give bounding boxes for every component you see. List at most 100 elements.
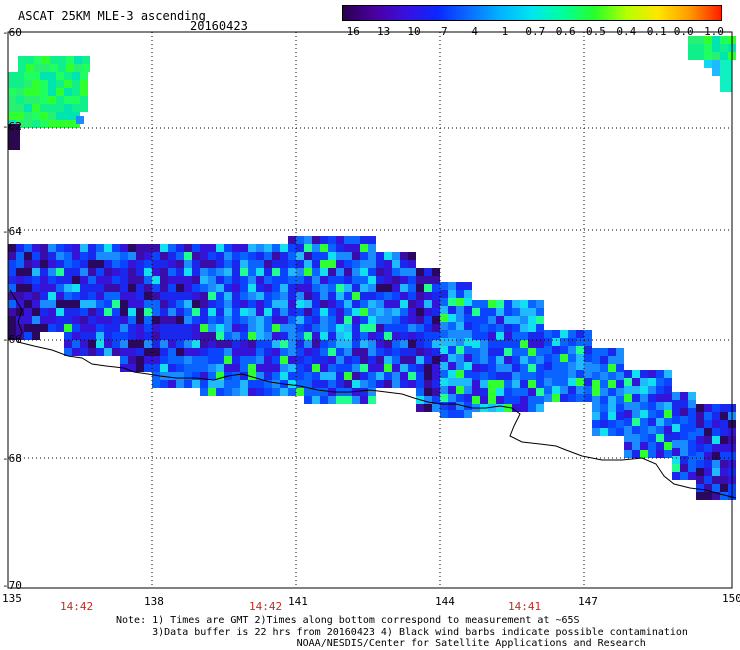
- data-cell: [304, 236, 312, 244]
- data-cell: [344, 348, 352, 356]
- data-cell: [488, 388, 496, 396]
- data-cell: [296, 284, 304, 292]
- data-cell: [24, 268, 32, 276]
- data-cell: [344, 324, 352, 332]
- data-cell: [120, 308, 128, 316]
- data-cell: [528, 388, 536, 396]
- data-cell: [40, 284, 48, 292]
- data-cell: [216, 348, 224, 356]
- data-cell: [496, 372, 504, 380]
- data-cell: [432, 396, 440, 404]
- data-cell: [8, 88, 16, 96]
- data-cell: [424, 300, 432, 308]
- data-cell: [96, 276, 104, 284]
- data-cell: [400, 260, 408, 268]
- data-cell: [464, 394, 472, 402]
- data-cell: [200, 244, 208, 252]
- data-cell: [104, 276, 112, 284]
- data-cell: [576, 330, 584, 338]
- data-cell: [656, 410, 664, 418]
- data-cell: [512, 404, 520, 412]
- data-cell: [176, 292, 184, 300]
- data-cell: [608, 428, 616, 436]
- data-cell: [512, 380, 520, 388]
- data-cell: [288, 324, 296, 332]
- data-cell: [480, 348, 488, 356]
- data-cell: [208, 380, 216, 388]
- data-cell: [416, 372, 424, 380]
- data-cell: [8, 260, 16, 268]
- data-cell: [152, 324, 160, 332]
- data-cell: [600, 412, 608, 420]
- data-cell: [448, 402, 456, 410]
- data-cell: [152, 380, 160, 388]
- data-cell: [312, 332, 320, 340]
- data-cell: [384, 252, 392, 260]
- data-cell: [144, 260, 152, 268]
- data-cell: [376, 276, 384, 284]
- data-cell: [520, 332, 528, 340]
- data-cell: [184, 260, 192, 268]
- data-cell: [592, 412, 600, 420]
- y-label-0: -60: [2, 26, 22, 39]
- data-cell: [320, 348, 328, 356]
- data-cell: [368, 396, 376, 404]
- data-cell: [352, 388, 360, 396]
- data-cell: [8, 244, 16, 252]
- data-cell: [352, 316, 360, 324]
- data-cell: [464, 402, 472, 410]
- x-label-1: 138: [144, 595, 164, 608]
- data-cell: [696, 476, 704, 484]
- data-cell: [392, 260, 400, 268]
- data-cell: [248, 300, 256, 308]
- data-cell: [320, 340, 328, 348]
- data-cell: [464, 354, 472, 362]
- colorbar-label-5: -1: [495, 25, 509, 38]
- data-cell: [600, 372, 608, 380]
- data-cell: [400, 348, 408, 356]
- data-cell: [448, 314, 456, 322]
- data-cell: [248, 268, 256, 276]
- data-cell: [120, 284, 128, 292]
- data-cell: [336, 292, 344, 300]
- data-cell: [440, 306, 448, 314]
- data-cell: [72, 348, 80, 356]
- data-cell: [176, 244, 184, 252]
- data-cell: [72, 104, 80, 112]
- data-cell: [368, 244, 376, 252]
- data-cell: [304, 340, 312, 348]
- data-cell: [440, 338, 448, 346]
- data-cell: [448, 298, 456, 306]
- data-cell: [336, 308, 344, 316]
- data-cell: [392, 332, 400, 340]
- data-cell: [528, 372, 536, 380]
- data-cell: [224, 268, 232, 276]
- data-cell: [8, 300, 16, 308]
- data-cell: [520, 308, 528, 316]
- data-cell: [240, 284, 248, 292]
- data-cell: [472, 348, 480, 356]
- data-cell: [592, 372, 600, 380]
- data-cell: [280, 252, 288, 260]
- data-cell: [544, 386, 552, 394]
- data-cell: [112, 244, 120, 252]
- data-cell: [712, 412, 720, 420]
- data-cell: [176, 252, 184, 260]
- data-cell: [24, 104, 32, 112]
- data-cell: [128, 364, 136, 372]
- data-cell: [56, 244, 64, 252]
- data-cell: [600, 380, 608, 388]
- data-cell: [224, 380, 232, 388]
- data-cell: [240, 364, 248, 372]
- data-cell: [120, 300, 128, 308]
- data-cell: [224, 332, 232, 340]
- data-cell: [432, 404, 440, 412]
- data-cell: [272, 388, 280, 396]
- data-cell: [16, 292, 24, 300]
- data-cell: [272, 332, 280, 340]
- data-cell: [704, 436, 712, 444]
- data-cell: [360, 388, 368, 396]
- data-cell: [168, 292, 176, 300]
- data-cell: [128, 300, 136, 308]
- data-cell: [104, 260, 112, 268]
